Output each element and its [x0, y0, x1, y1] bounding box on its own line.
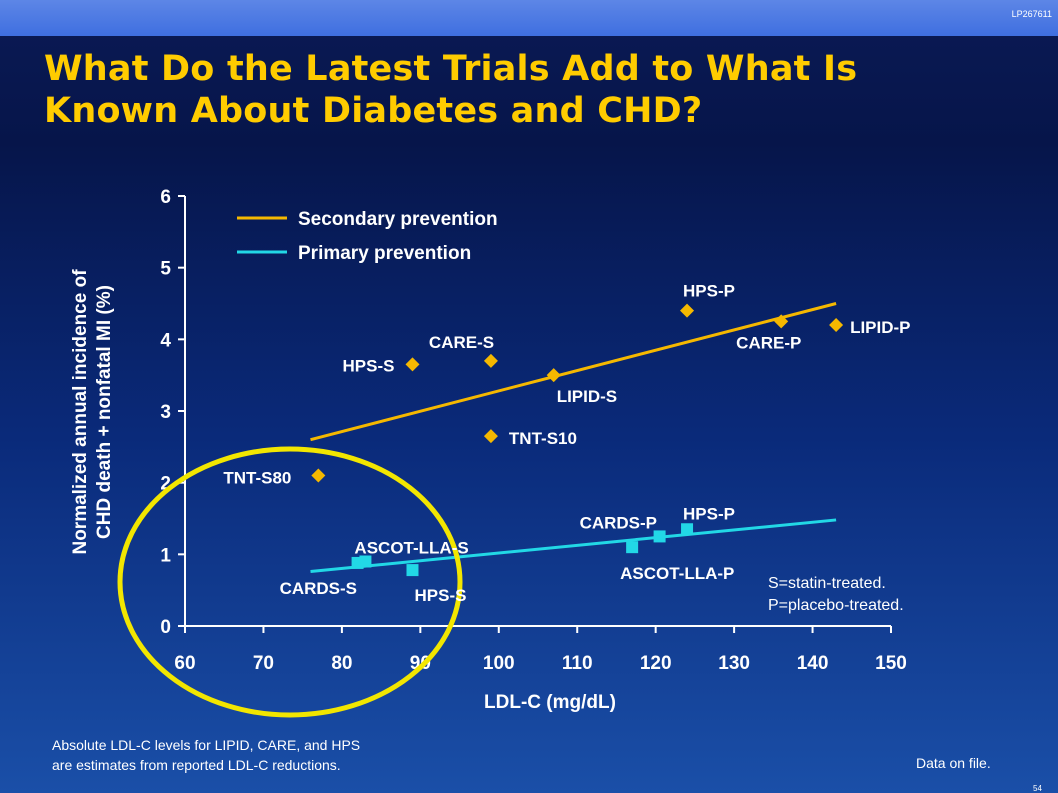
- point-hps-p-primary: [681, 523, 694, 536]
- y-axis-label: Normalized annual incidence of CHD death …: [70, 269, 115, 555]
- y-tick-label: 5: [160, 259, 171, 280]
- y-tick-label: 1: [160, 545, 171, 566]
- axes: 0 1 2 3 4 5 6 60 70 80 90 100 110 120 130 140 150: [160, 187, 906, 674]
- point-label: CARE-S: [429, 333, 494, 352]
- trendline-secondary: [310, 302, 837, 442]
- x-tick-label: 60: [174, 653, 195, 674]
- legend-label-primary: Primary prevention: [298, 243, 471, 264]
- point-care-s-secondary: [483, 353, 498, 368]
- point-label: LIPID-S: [557, 387, 617, 406]
- point-label: CARDS-S: [280, 579, 357, 598]
- footnote-line-1: Absolute LDL-C levels for LIPID, CARE, a…: [52, 737, 361, 753]
- x-tick-label: 80: [331, 653, 352, 674]
- note-line-2: P=placebo-treated.: [768, 597, 904, 614]
- slide-title: What Do the Latest Trials Add to What Is…: [44, 48, 1004, 132]
- point-label: CARE-P: [736, 333, 801, 352]
- point-label: HPS-S: [342, 356, 394, 375]
- point-care-p-secondary: [774, 314, 789, 329]
- title-line-2: Known About Diabetes and CHD?: [44, 91, 703, 131]
- point-lipid-s-secondary: [546, 368, 561, 383]
- title-line-1: What Do the Latest Trials Add to What Is: [44, 49, 858, 89]
- point-label: TNT-S10: [509, 429, 577, 448]
- footnote: Absolute LDL-C levels for LIPID, CARE, a…: [52, 735, 360, 775]
- point-tnt-s10-secondary: [483, 429, 498, 444]
- point-ascot-lla-s-primary: [359, 555, 372, 568]
- y-tick-label: 2: [160, 474, 171, 495]
- highlight-circle: [117, 446, 463, 718]
- legend-label-secondary: Secondary prevention: [298, 209, 498, 230]
- x-axis-label: LDL-C (mg/dL): [484, 692, 616, 713]
- x-tick-label: 150: [875, 653, 907, 674]
- y-tick-label: 0: [160, 617, 171, 638]
- point-cards-p-primary: [653, 530, 666, 543]
- y-tick-label: 6: [160, 187, 171, 208]
- y-tick-label: 3: [160, 402, 171, 423]
- page-number: 54: [1033, 784, 1042, 793]
- point-hps-s-secondary: [405, 357, 420, 372]
- trendline-primary: [310, 518, 837, 574]
- point-label: HPS-P: [683, 504, 735, 523]
- y-axis-label-line-2: CHD death + nonfatal MI (%): [94, 285, 115, 539]
- point-label: LIPID-P: [850, 318, 910, 337]
- note-line-1: S=statin-treated.: [768, 575, 886, 592]
- point-tnt-s80-secondary: [311, 468, 326, 483]
- point-label: HPS-S: [414, 586, 466, 605]
- point-label: TNT-S80: [223, 469, 291, 488]
- y-axis-label-line-1: Normalized annual incidence of: [70, 269, 91, 555]
- data-points: HPS-S CARE-S LIPID-S TNT-S10 TNT-S80 HPS-P CAR…: [223, 282, 910, 605]
- x-tick-label: 140: [797, 653, 829, 674]
- data-source: Data on file.: [916, 755, 991, 771]
- trendlines: [310, 302, 837, 574]
- point-hps-s-primary: [406, 564, 419, 577]
- x-tick-label: 70: [253, 653, 274, 674]
- point-label: CARDS-P: [580, 513, 657, 532]
- x-tick-label: 100: [483, 653, 515, 674]
- point-ascot-lla-p-primary: [626, 541, 639, 554]
- slide-code: LP267611: [1011, 9, 1052, 19]
- header-bar: LP267611: [0, 0, 1058, 36]
- highlight-ellipse: [117, 446, 463, 718]
- treatment-note: S=statin-treated. P=placebo-treated.: [768, 573, 904, 617]
- x-tick-label: 90: [410, 653, 431, 674]
- point-label: ASCOT-LLA-S: [354, 539, 468, 558]
- point-hps-p-secondary: [680, 303, 695, 318]
- y-tick-label: 4: [160, 330, 171, 351]
- x-tick-label: 110: [562, 653, 593, 674]
- legend: Secondary prevention Primary prevention: [237, 209, 498, 264]
- x-tick-label: 120: [640, 653, 672, 674]
- point-label: HPS-P: [683, 282, 735, 301]
- footnote-line-2: are estimates from reported LDL-C reduct…: [52, 757, 341, 773]
- point-label: ASCOT-LLA-P: [620, 564, 734, 583]
- point-lipid-p-secondary: [829, 318, 844, 332]
- x-tick-label: 130: [718, 653, 750, 674]
